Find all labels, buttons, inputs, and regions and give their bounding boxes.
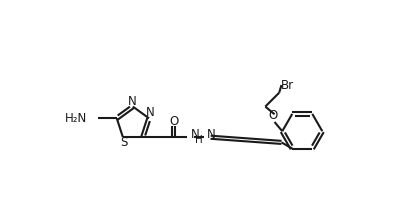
Text: N: N — [207, 128, 215, 141]
Text: Br: Br — [281, 78, 294, 92]
Text: H: H — [195, 135, 203, 145]
Text: O: O — [169, 115, 178, 128]
Text: N: N — [191, 128, 200, 141]
Text: N: N — [128, 95, 136, 108]
Text: S: S — [120, 136, 127, 149]
Text: H₂N: H₂N — [65, 112, 87, 125]
Text: N: N — [145, 106, 154, 119]
Text: O: O — [268, 109, 277, 122]
